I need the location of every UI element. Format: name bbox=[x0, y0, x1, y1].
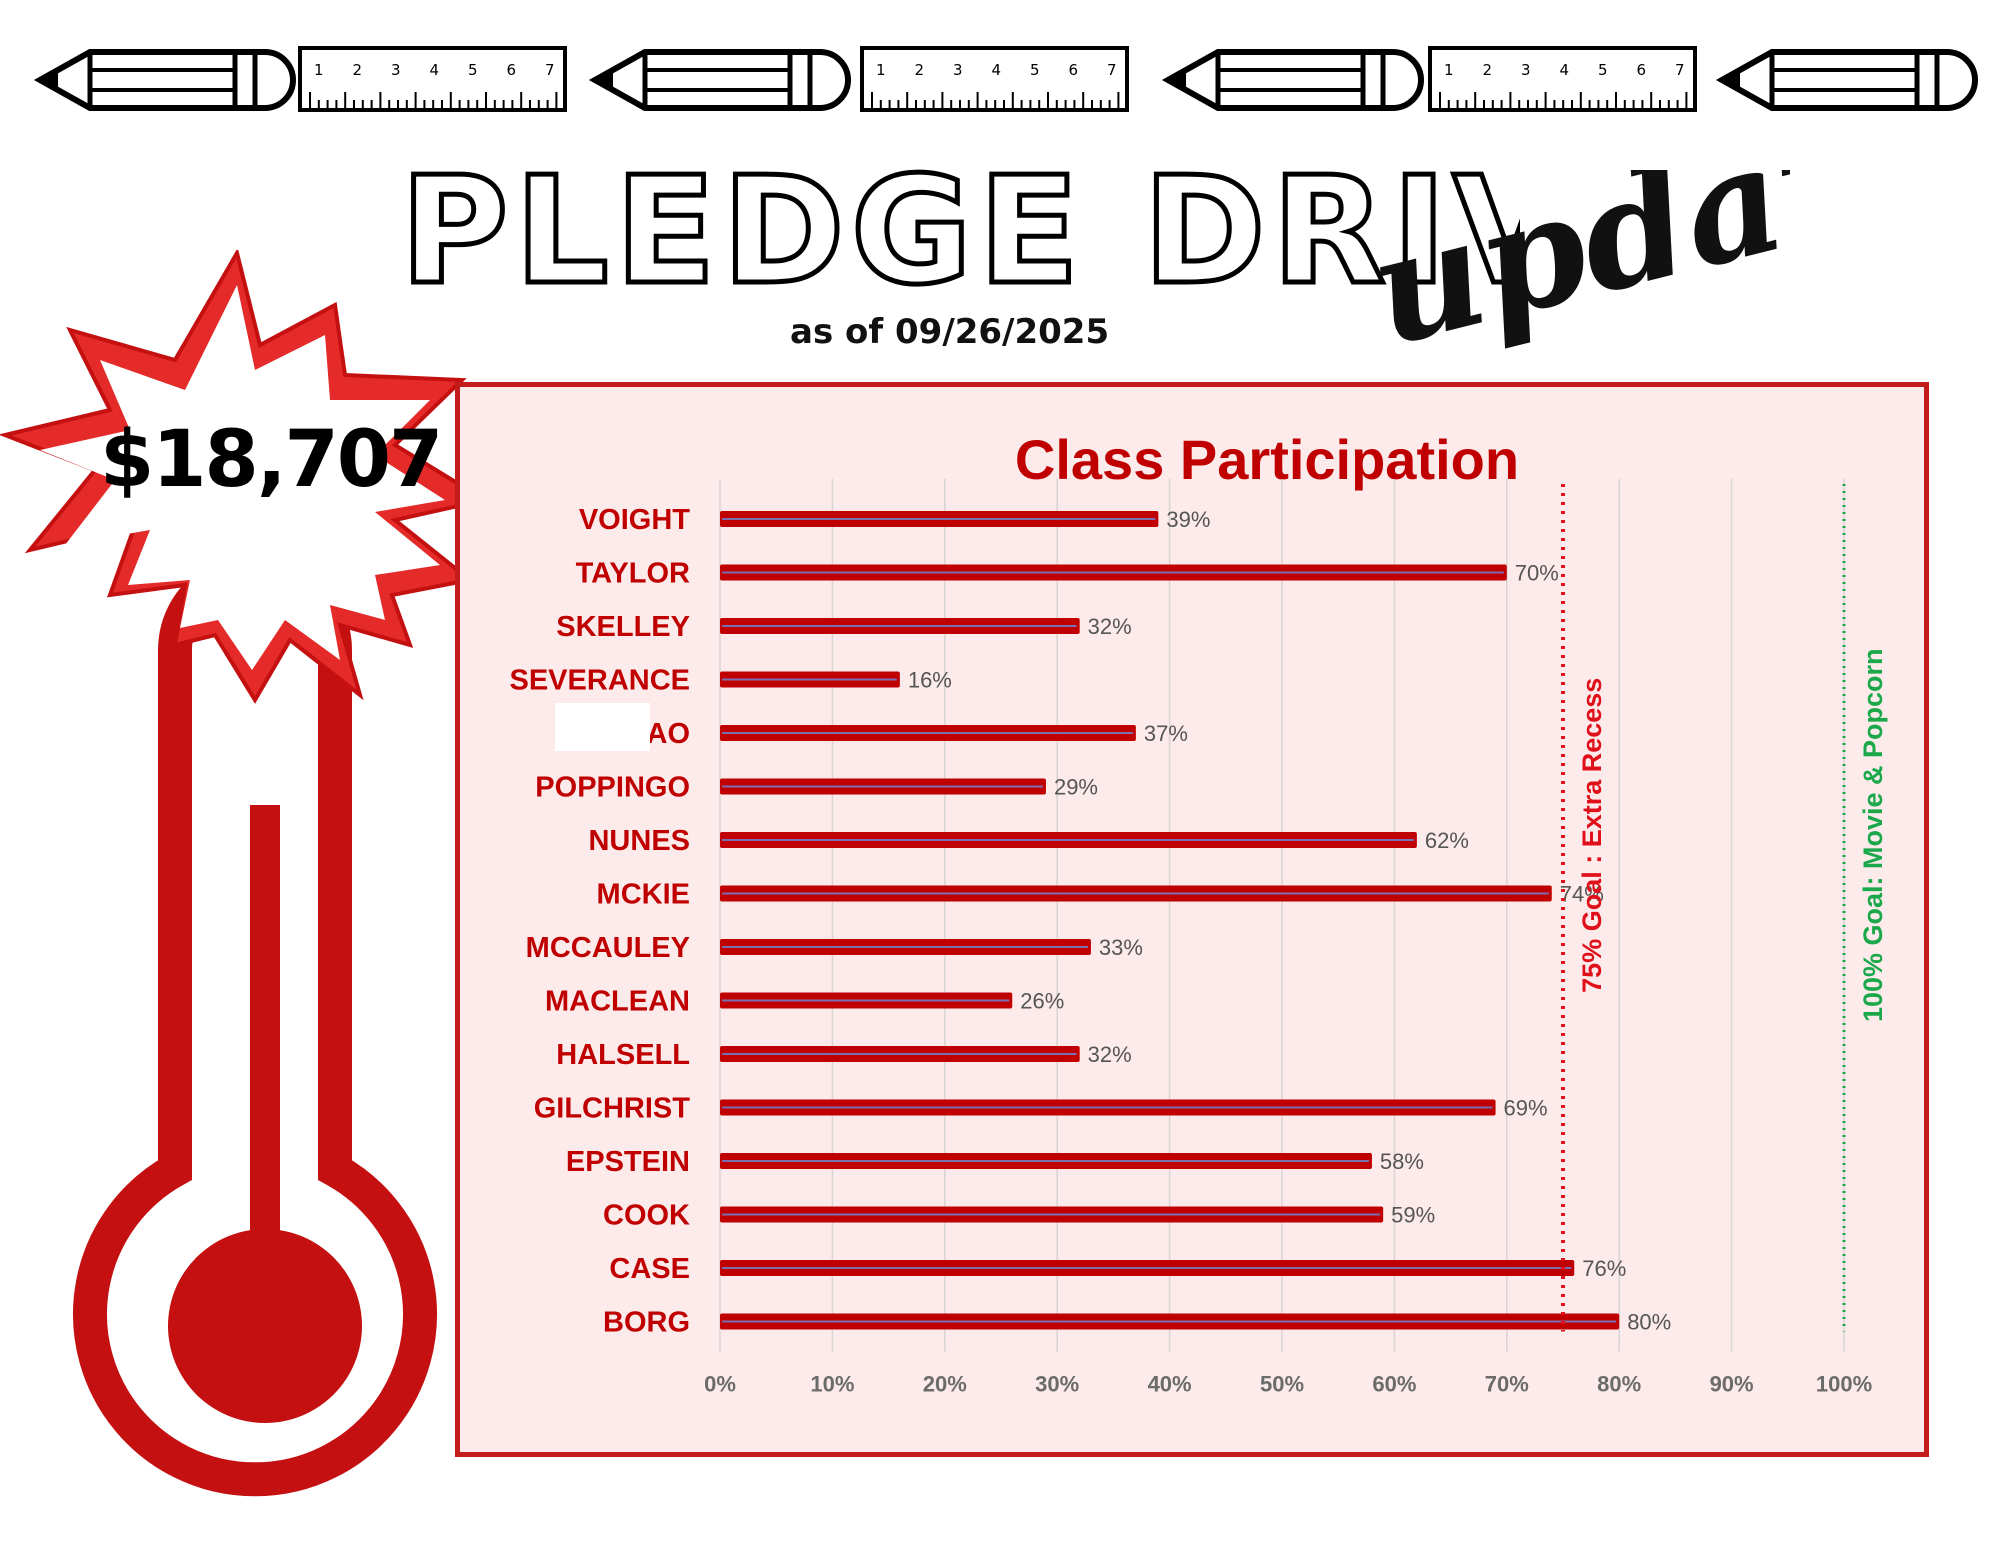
chart-title: Class Participation bbox=[1014, 428, 1520, 491]
data-label: 33% bbox=[1099, 935, 1143, 960]
ruler-number: 1 bbox=[1444, 61, 1454, 79]
pencil-icon bbox=[588, 49, 851, 111]
ruler-number: 1 bbox=[314, 61, 324, 79]
data-label: 37% bbox=[1144, 721, 1188, 746]
ruler-number: 5 bbox=[1598, 61, 1608, 79]
data-label: 70% bbox=[1515, 561, 1559, 586]
chart-panel: Class Participation 0% 10% 20% 30% 40% 50% 60%… bbox=[455, 382, 1929, 1457]
data-label: 80% bbox=[1627, 1310, 1671, 1335]
category-label: MCKIE bbox=[597, 879, 690, 911]
data-label: 32% bbox=[1088, 1042, 1132, 1067]
x-tick-label: 90% bbox=[1710, 1372, 1754, 1397]
x-tick-label: 50% bbox=[1260, 1372, 1304, 1397]
x-tick-label: 20% bbox=[923, 1372, 967, 1397]
pencil-icon bbox=[1715, 49, 1978, 111]
bar-chart: 0% 10% 20% 30% 40% 50% 60% 70% 80% 90% 100% VOIGHT 3… bbox=[510, 479, 1888, 1397]
category-label: SKELLEY bbox=[556, 611, 690, 643]
category-label: HALSELL bbox=[556, 1039, 690, 1071]
category-label: GILCHRIST bbox=[534, 1093, 691, 1125]
ruler-icon: 1 2 3 4 5 6 7 bbox=[298, 46, 567, 112]
ruler-number: 2 bbox=[915, 61, 925, 79]
category-label: COOK bbox=[603, 1200, 690, 1232]
category-label: CASE bbox=[609, 1253, 690, 1285]
goal-label: 75% Goal : Extra Recess bbox=[1577, 678, 1607, 993]
pencil-icon bbox=[1161, 49, 1424, 111]
ruler-icon: 1 2 3 4 5 6 7 bbox=[1428, 46, 1697, 112]
thermometer-graphic bbox=[0, 250, 491, 1497]
ruler-number: 7 bbox=[1675, 61, 1685, 79]
x-tick-label: 60% bbox=[1372, 1372, 1416, 1397]
ruler-number: 3 bbox=[953, 61, 963, 79]
page-title-text: PLEDGE DRIVE bbox=[400, 160, 1520, 300]
category-label: TAYLOR bbox=[576, 558, 690, 590]
ruler-number: 5 bbox=[1030, 61, 1040, 79]
thermometer-mercury bbox=[250, 805, 280, 1275]
x-tick-label: 0% bbox=[704, 1372, 736, 1397]
ruler-number: 6 bbox=[1069, 61, 1079, 79]
as-of-date: as of 09/26/2025 bbox=[790, 312, 1110, 352]
data-label: 39% bbox=[1166, 507, 1210, 532]
category-label: VOIGHT bbox=[579, 504, 690, 536]
category-label: NUNES bbox=[588, 825, 690, 857]
ruler-number: 3 bbox=[391, 61, 401, 79]
category-label: AO bbox=[647, 718, 691, 750]
ruler-number: 7 bbox=[1107, 61, 1117, 79]
data-label: 58% bbox=[1380, 1149, 1424, 1174]
ruler-number: 2 bbox=[1483, 61, 1493, 79]
category-label: EPSTEIN bbox=[566, 1146, 690, 1178]
goal-label: 100% Goal: Movie & Popcorn bbox=[1858, 648, 1888, 1022]
x-tick-label: 80% bbox=[1597, 1372, 1641, 1397]
pencil-icon bbox=[33, 49, 296, 111]
x-tick-label: 30% bbox=[1035, 1372, 1079, 1397]
page-title: PLEDGE DRIVE bbox=[400, 160, 1520, 300]
ruler-number: 4 bbox=[992, 61, 1002, 79]
ruler-number: 6 bbox=[507, 61, 517, 79]
data-label: 74% bbox=[1560, 882, 1604, 907]
redaction-patch bbox=[555, 703, 650, 751]
x-tick-label: 40% bbox=[1148, 1372, 1192, 1397]
data-label: 69% bbox=[1504, 1096, 1548, 1121]
thermometer-bulb bbox=[168, 1229, 362, 1423]
data-label: 16% bbox=[908, 668, 952, 693]
starburst-inner bbox=[40, 285, 445, 670]
x-tick-label: 10% bbox=[810, 1372, 854, 1397]
x-tick-label: 100% bbox=[1816, 1372, 1872, 1397]
category-label: MACLEAN bbox=[545, 986, 690, 1018]
x-tick-label: 70% bbox=[1485, 1372, 1529, 1397]
category-label: MCCAULEY bbox=[526, 932, 690, 964]
category-label: POPPINGO bbox=[535, 772, 690, 804]
ruler-number: 2 bbox=[353, 61, 363, 79]
category-label: BORG bbox=[603, 1307, 690, 1339]
data-label: 59% bbox=[1391, 1203, 1435, 1228]
data-label: 29% bbox=[1054, 775, 1098, 800]
ruler-number: 4 bbox=[430, 61, 440, 79]
pledge-amount: $18,707 bbox=[100, 415, 443, 505]
ruler-number: 3 bbox=[1521, 61, 1531, 79]
ruler-number: 7 bbox=[545, 61, 555, 79]
category-label: SEVERANCE bbox=[510, 665, 691, 697]
ruler-number: 4 bbox=[1560, 61, 1570, 79]
data-label: 62% bbox=[1425, 828, 1469, 853]
page-title-script-text: update bbox=[1370, 170, 1790, 381]
decoration-strip: 1 2 3 4 5 6 7 1 2 3 4 5 6 7 1 2 3 4 5 6 7 bbox=[33, 46, 1978, 112]
data-label: 32% bbox=[1088, 614, 1132, 639]
page-title-script: update bbox=[1370, 170, 1790, 381]
data-label: 76% bbox=[1582, 1256, 1626, 1281]
ruler-number: 6 bbox=[1637, 61, 1647, 79]
ruler-icon: 1 2 3 4 5 6 7 bbox=[860, 46, 1129, 112]
ruler-number: 5 bbox=[468, 61, 478, 79]
data-label: 26% bbox=[1020, 989, 1064, 1014]
ruler-number: 1 bbox=[876, 61, 886, 79]
